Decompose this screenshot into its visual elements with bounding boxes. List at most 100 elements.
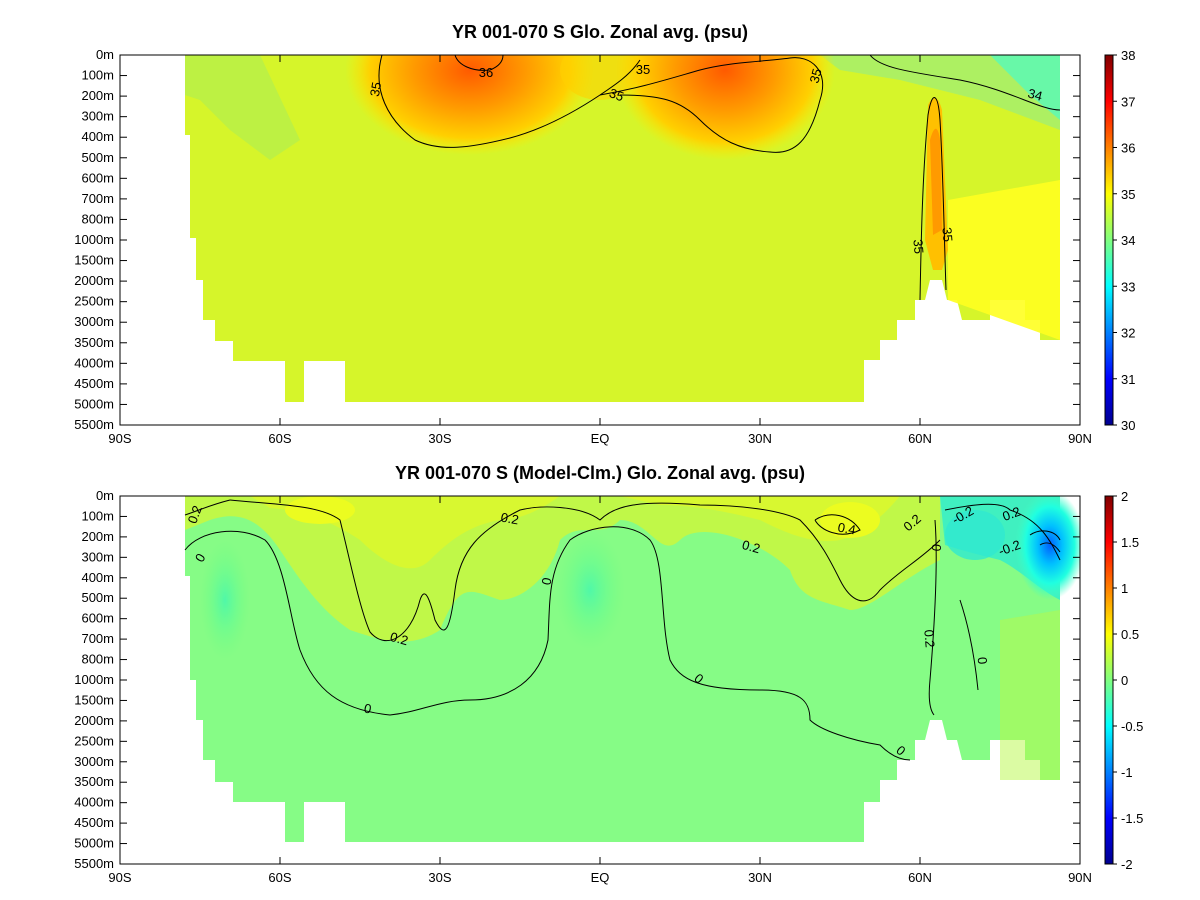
top-colorbar-tick-label: 34 <box>1121 233 1135 248</box>
bottom-x-axis: 90S 60S 30S EQ 30N 60N 90N <box>108 496 1092 885</box>
top-colorbar-tick-label: 32 <box>1121 326 1135 341</box>
top-salinity-panel: 35 36 35 35 35 34 35 35 0m 100m 200m 300m 40… <box>74 47 1135 446</box>
bottom-contour-neg-arctic <box>944 503 1061 561</box>
top-contour-label: 35 <box>636 62 650 77</box>
top-contour-35-north <box>599 57 824 153</box>
top-contour-35-tongue <box>919 97 947 301</box>
bottom-contour-label: 0 <box>975 656 991 665</box>
bottom-y-tick-label: 1500m <box>74 692 114 707</box>
bottom-y-tick-label: 800m <box>81 652 114 667</box>
bottom-contour-label: 0 <box>539 576 555 586</box>
top-x-tick-label: 30S <box>428 431 451 446</box>
bottom-colorbar-bar <box>1104 495 1114 865</box>
top-y-tick-label: 2000m <box>74 273 114 288</box>
top-colorbar-tick-label: 35 <box>1121 187 1135 202</box>
top-colorbar-tick-label: 36 <box>1121 141 1135 156</box>
bottom-colorbar-tick-label: -1.5 <box>1121 811 1143 826</box>
bottom-contour-label: 0.2 <box>921 629 938 648</box>
top-y-tick-label: 0m <box>96 47 114 62</box>
top-colorbar-tick-label: 33 <box>1121 279 1135 294</box>
bottom-y-tick-label: 5500m <box>74 856 114 871</box>
top-y-tick-label: 100m <box>81 68 114 83</box>
top-contours <box>378 55 1061 301</box>
top-field <box>185 55 1060 402</box>
top-contour-label: 35 <box>607 85 626 104</box>
top-y-tick-label: 4000m <box>74 355 114 370</box>
bottom-colorbar-tick-label: -0.5 <box>1121 719 1143 734</box>
top-y-tick-label: 400m <box>81 129 114 144</box>
bottom-colorbar-tick-label: 1 <box>1121 581 1128 596</box>
bottom-y-tick-label: 2000m <box>74 713 114 728</box>
top-x-tick-label: 60N <box>908 431 932 446</box>
top-x-tick-label: 60S <box>268 431 291 446</box>
bottom-x-tick-label: 30S <box>428 870 451 885</box>
bottom-contour-label: 0.2 <box>740 537 761 556</box>
bottom-contour-label: 0.2 <box>185 503 205 525</box>
bottom-colorbar-tick-label: 2 <box>1121 489 1128 504</box>
bottom-y-tick-label: 5000m <box>74 836 114 851</box>
top-colorbar: 38 37 36 35 34 33 32 31 30 <box>1104 48 1135 433</box>
bottom-contours <box>184 499 1061 761</box>
bottom-y-tick-label: 100m <box>81 508 114 523</box>
bottom-y-tick-label: 1000m <box>74 672 114 687</box>
top-contour-label: 35 <box>367 81 384 98</box>
bottom-contour-0-atlantic <box>928 519 937 716</box>
bottom-contour-label: 0 <box>363 701 373 717</box>
top-contour-label: 34 <box>1026 86 1044 104</box>
top-y-tick-label: 1500m <box>74 253 114 268</box>
bottom-y-tick-label: 700m <box>81 631 114 646</box>
top-colorbar-tick-label: 37 <box>1121 94 1135 109</box>
top-colorbar-tick-label: 38 <box>1121 48 1135 63</box>
bottom-x-tick-label: 60N <box>908 870 932 885</box>
top-contour-34 <box>869 55 1061 111</box>
bottom-y-tick-label: 500m <box>81 590 114 605</box>
bottom-colorbar-tick-label: 1.5 <box>1121 535 1139 550</box>
bottom-x-tick-label: 30N <box>748 870 772 885</box>
top-y-tick-label: 2500m <box>74 294 114 309</box>
bottom-x-tick-label: 90N <box>1068 870 1092 885</box>
top-contour-labels: 35 36 35 35 35 34 35 35 <box>367 62 1044 254</box>
top-contour-label: 35 <box>807 67 825 85</box>
bottom-contour-0.4 <box>814 514 861 535</box>
top-x-tick-label: 90S <box>108 431 131 446</box>
top-x-axis: 90S 60S 30S EQ 30N 60N 90N <box>108 55 1092 446</box>
bottom-y-axis: 0m 100m 200m 300m 400m 500m 600m 700m 800m 1000m 1… <box>74 488 1080 871</box>
top-y-tick-label: 3500m <box>74 335 114 350</box>
top-y-tick-label: 3000m <box>74 314 114 329</box>
top-contour-36 <box>454 55 504 71</box>
bottom-x-tick-label: 90S <box>108 870 131 885</box>
bottom-y-tick-label: 3000m <box>74 754 114 769</box>
bottom-x-tick-label: EQ <box>591 870 610 885</box>
top-x-tick-label: 90N <box>1068 431 1092 446</box>
bottom-y-tick-label: 400m <box>81 570 114 585</box>
top-y-tick-label: 600m <box>81 170 114 185</box>
bottom-contour-0-south <box>184 526 911 761</box>
bottom-contour-label: 0.2 <box>388 629 409 648</box>
bottom-y-tick-label: 600m <box>81 611 114 626</box>
bottom-contour-label: 0 <box>929 543 945 552</box>
bottom-colorbar-tick-label: 0 <box>1121 673 1128 688</box>
top-y-tick-label: 800m <box>81 211 114 226</box>
top-contour-label: 36 <box>479 65 493 80</box>
bottom-colorbar-tick-label: 0.5 <box>1121 627 1139 642</box>
bottom-contour-0-arctic <box>959 599 979 691</box>
top-colorbar-tick-label: 30 <box>1121 418 1135 433</box>
top-y-tick-label: 700m <box>81 191 114 206</box>
top-x-tick-label: 30N <box>748 431 772 446</box>
bottom-difference-panel: 0.2 0 0.2 0.2 0 0 0.2 0.4 0.2 -0.2 0.2 -… <box>74 488 1143 885</box>
bottom-y-tick-label: 2500m <box>74 733 114 748</box>
bottom-contour-neg-arctic-inner2 <box>1039 542 1061 553</box>
top-y-tick-label: 5000m <box>74 396 114 411</box>
bottom-contour-neg-arctic-inner <box>1029 530 1061 541</box>
bottom-colorbar-tick-label: -1 <box>1121 765 1133 780</box>
bottom-y-tick-label: 200m <box>81 529 114 544</box>
top-x-tick-label: EQ <box>591 431 610 446</box>
bottom-y-tick-label: 300m <box>81 549 114 564</box>
bottom-x-tick-label: 60S <box>268 870 291 885</box>
bottom-colorbar: 2 1.5 1 0.5 0 -0.5 -1 -1.5 -2 <box>1104 489 1143 872</box>
top-colorbar-bar <box>1104 54 1114 426</box>
bottom-contour-0.2-mid <box>229 499 941 642</box>
bottom-contour-label: -0.2 <box>996 537 1022 559</box>
bottom-chart-title: YR 001-070 S (Model-Clm.) Glo. Zonal avg… <box>394 463 806 483</box>
